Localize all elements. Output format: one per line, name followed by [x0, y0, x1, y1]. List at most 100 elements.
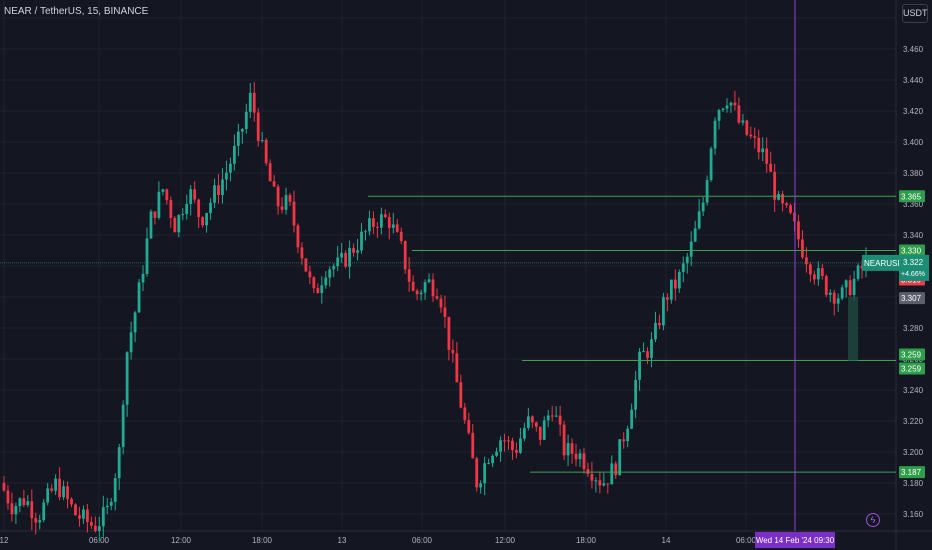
candle-body — [6, 490, 10, 504]
candle-body — [324, 277, 328, 286]
currency-selector[interactable]: USDT — [902, 4, 928, 23]
candle-body — [320, 285, 324, 294]
candle-body — [177, 215, 181, 233]
candle-body — [439, 298, 443, 308]
candle-body — [161, 189, 165, 192]
position-box — [848, 297, 858, 361]
candle-body — [137, 282, 141, 313]
level-label-bottom-box — [899, 466, 925, 479]
current-price-box — [899, 254, 929, 281]
candle-body — [658, 322, 661, 326]
candle-body — [586, 469, 590, 474]
candle-body — [483, 463, 487, 484]
candle-body — [816, 268, 820, 280]
candle-body — [153, 211, 157, 218]
crosshair-time-label: Wed 14 Feb '24 09:30 — [756, 536, 835, 545]
candle-body — [62, 486, 65, 498]
symbol-badge — [862, 254, 899, 271]
lightning-icon[interactable]: ϟ — [866, 513, 880, 527]
candle-body — [487, 463, 491, 465]
y-tick-label: 3.280 — [903, 324, 924, 333]
candle-body — [368, 218, 371, 232]
candle-body — [598, 480, 602, 486]
candle-body — [423, 282, 427, 293]
candle-body — [344, 252, 348, 267]
candle-body — [558, 415, 562, 425]
candle-body — [701, 202, 705, 212]
candle-body — [395, 224, 399, 232]
candle-body — [340, 252, 344, 258]
candle-body — [189, 189, 193, 204]
candle-body — [300, 247, 304, 259]
candle-body — [689, 241, 693, 257]
candle-body — [614, 463, 618, 476]
candle-body — [133, 312, 137, 333]
level-label-support2-box — [899, 362, 925, 375]
candle-body — [737, 105, 741, 123]
current-price-label: 3.322 — [903, 258, 924, 267]
candle-body — [129, 332, 133, 353]
candle-body — [733, 102, 737, 106]
candle-body — [515, 450, 518, 453]
candle-body — [93, 525, 97, 531]
y-tick-label: 3.360 — [903, 200, 924, 209]
candle-body — [26, 501, 30, 506]
candle-body — [729, 102, 733, 106]
candle-body — [852, 278, 856, 295]
x-tick-label: 14 — [662, 536, 671, 545]
candle-body — [622, 439, 626, 442]
candle-body — [554, 415, 558, 417]
candle-body — [797, 221, 800, 240]
candle-body — [201, 217, 205, 226]
candle-body — [316, 288, 320, 294]
y-tick-label: 3.420 — [903, 107, 924, 116]
candle-body — [650, 339, 653, 358]
candle-body — [562, 424, 566, 456]
candle-body — [236, 131, 240, 146]
candle-body — [491, 455, 494, 464]
candle-body — [550, 415, 554, 417]
y-tick-label: 3.440 — [903, 76, 924, 85]
y-tick-label: 3.380 — [903, 169, 924, 178]
candle-body — [499, 440, 502, 452]
candle-body — [101, 507, 105, 527]
candle-body — [244, 111, 248, 130]
candle-body — [403, 241, 407, 270]
candle-body — [507, 440, 510, 442]
candle-body — [407, 269, 411, 282]
candle-body — [578, 453, 582, 460]
crosshair-time-box — [755, 532, 835, 548]
x-tick-label: 06:00 — [412, 536, 433, 545]
candle-body — [411, 281, 415, 291]
candle-body — [459, 382, 463, 408]
candle-body — [30, 501, 34, 519]
candle-body — [618, 439, 622, 476]
candle-body — [58, 478, 61, 498]
candle-body — [709, 148, 713, 181]
candle-body — [673, 279, 677, 289]
candle-body — [66, 486, 69, 499]
x-tick-label: 06:00 — [736, 536, 757, 545]
level-label-high: 3.365 — [901, 192, 922, 201]
candle-body — [801, 239, 804, 258]
candle-body — [22, 498, 26, 506]
candle-body — [757, 137, 761, 153]
candle-body — [217, 185, 220, 195]
candle-body — [610, 463, 614, 485]
x-tick-label: 12:00 — [495, 536, 516, 545]
symbol-label: NEARUSDT — [864, 259, 908, 268]
candle-body — [197, 199, 201, 218]
candle-body — [634, 379, 638, 410]
candle-body — [229, 163, 232, 173]
candle-body — [522, 427, 526, 439]
candle-body — [284, 195, 288, 210]
candle-body — [328, 269, 332, 278]
x-tick-label: 18:00 — [576, 536, 597, 545]
candle-body — [248, 92, 252, 112]
candle-body — [165, 189, 169, 201]
candle-body — [435, 296, 439, 299]
candle-body — [777, 194, 781, 200]
candle-body — [725, 105, 729, 109]
candle-body — [272, 181, 276, 187]
